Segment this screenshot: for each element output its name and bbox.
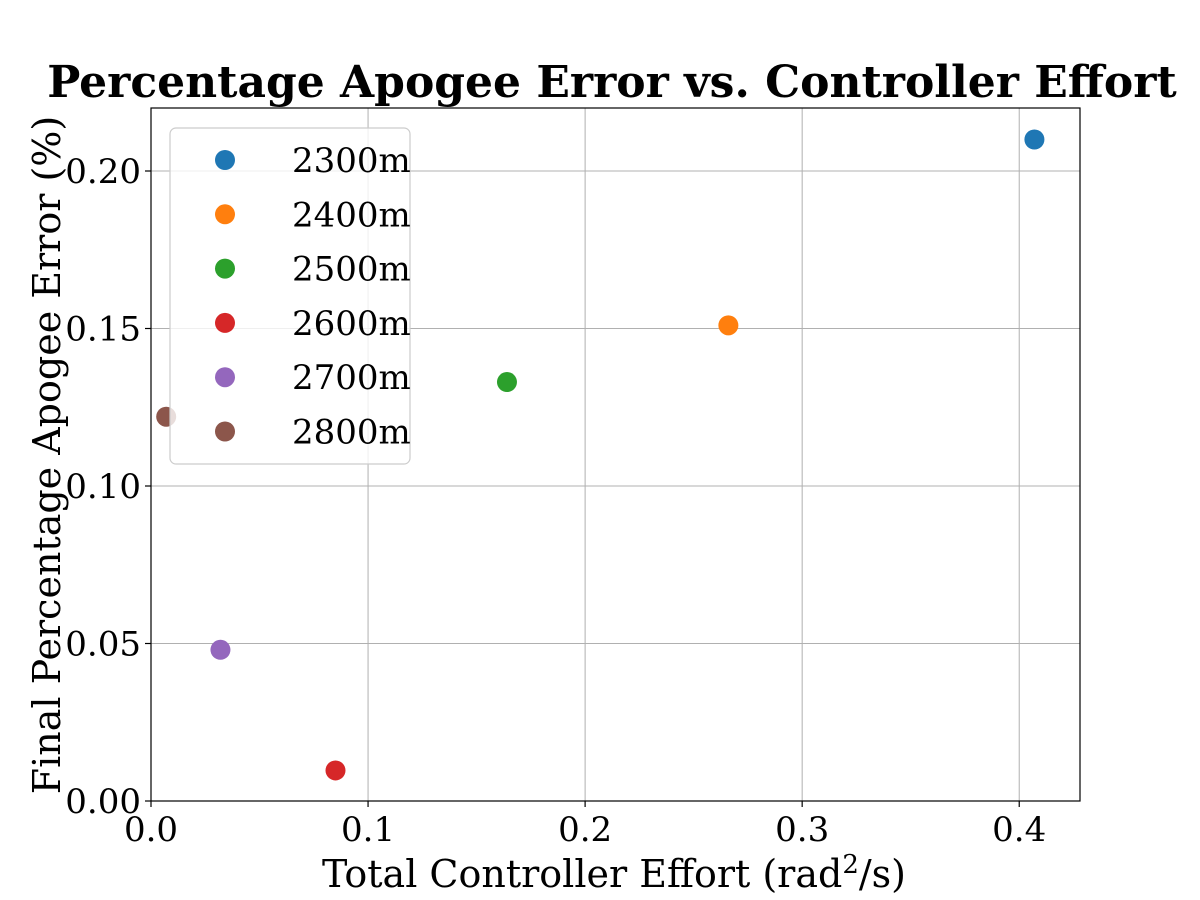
x-tick-label: 0.1: [341, 810, 395, 850]
y-tick-label: 0.15: [65, 310, 141, 350]
legend-label: 2600m: [292, 304, 411, 344]
plot-area-frame: [150, 107, 1081, 802]
legend-label: 2800m: [292, 413, 411, 453]
x-axis-label-superscript: 2: [842, 850, 859, 880]
data-point-2600m: [325, 760, 346, 781]
data-point-2300m: [1024, 129, 1045, 150]
legend-label: 2300m: [292, 141, 411, 181]
x-axis-label: Total Controller Effort (rad2/s): [322, 850, 906, 896]
legend-marker: [215, 312, 235, 333]
x-axis-ticks: 0.0 0.1 0.2 0.3 0.4: [124, 801, 1046, 850]
data-point-2700m: [210, 639, 231, 660]
data-points: [156, 129, 1045, 781]
y-tick-label: 0.05: [65, 625, 141, 665]
legend-label: 2700m: [292, 358, 411, 398]
legend-marker: [215, 150, 235, 170]
x-tick-label: 0.3: [775, 810, 829, 850]
legend-label: 2500m: [292, 250, 411, 290]
legend-marker: [215, 367, 235, 388]
legend-marker: [215, 258, 235, 279]
legend: 2300m 2400m 2500m 2600m 2700m 2800m: [169, 127, 411, 465]
x-axis-label-tail: /s): [859, 852, 906, 896]
y-axis-ticks: 0.00 0.05 0.10 0.15 0.20: [65, 152, 151, 822]
y-axis-label: Final Percentage Apogee Error (%): [25, 116, 69, 794]
legend-entry-2500m: 2500m: [215, 250, 411, 290]
x-axis-label-main: Total Controller Effort (rad: [322, 852, 842, 896]
x-tick-label: 0.2: [558, 810, 612, 850]
legend-marker: [215, 421, 235, 442]
data-point-2400m: [718, 315, 739, 336]
legend-entry-2700m: 2700m: [215, 358, 411, 398]
legend-entry-2400m: 2400m: [215, 195, 411, 235]
y-tick-label: 0.10: [65, 467, 141, 507]
y-tick-label: 0.20: [65, 152, 141, 192]
x-tick-label: 0.4: [992, 810, 1046, 850]
legend-entry-2800m: 2800m: [215, 413, 411, 453]
legend-label: 2400m: [292, 195, 411, 235]
chart-title: Percentage Apogee Error vs. Controller E…: [47, 57, 1177, 108]
y-tick-label: 0.00: [65, 782, 141, 822]
legend-marker: [215, 204, 235, 225]
legend-entry-2300m: 2300m: [215, 141, 411, 181]
data-point-2500m: [496, 372, 517, 393]
x-tick-label: 0.0: [124, 810, 178, 850]
legend-entry-2600m: 2600m: [215, 304, 411, 344]
